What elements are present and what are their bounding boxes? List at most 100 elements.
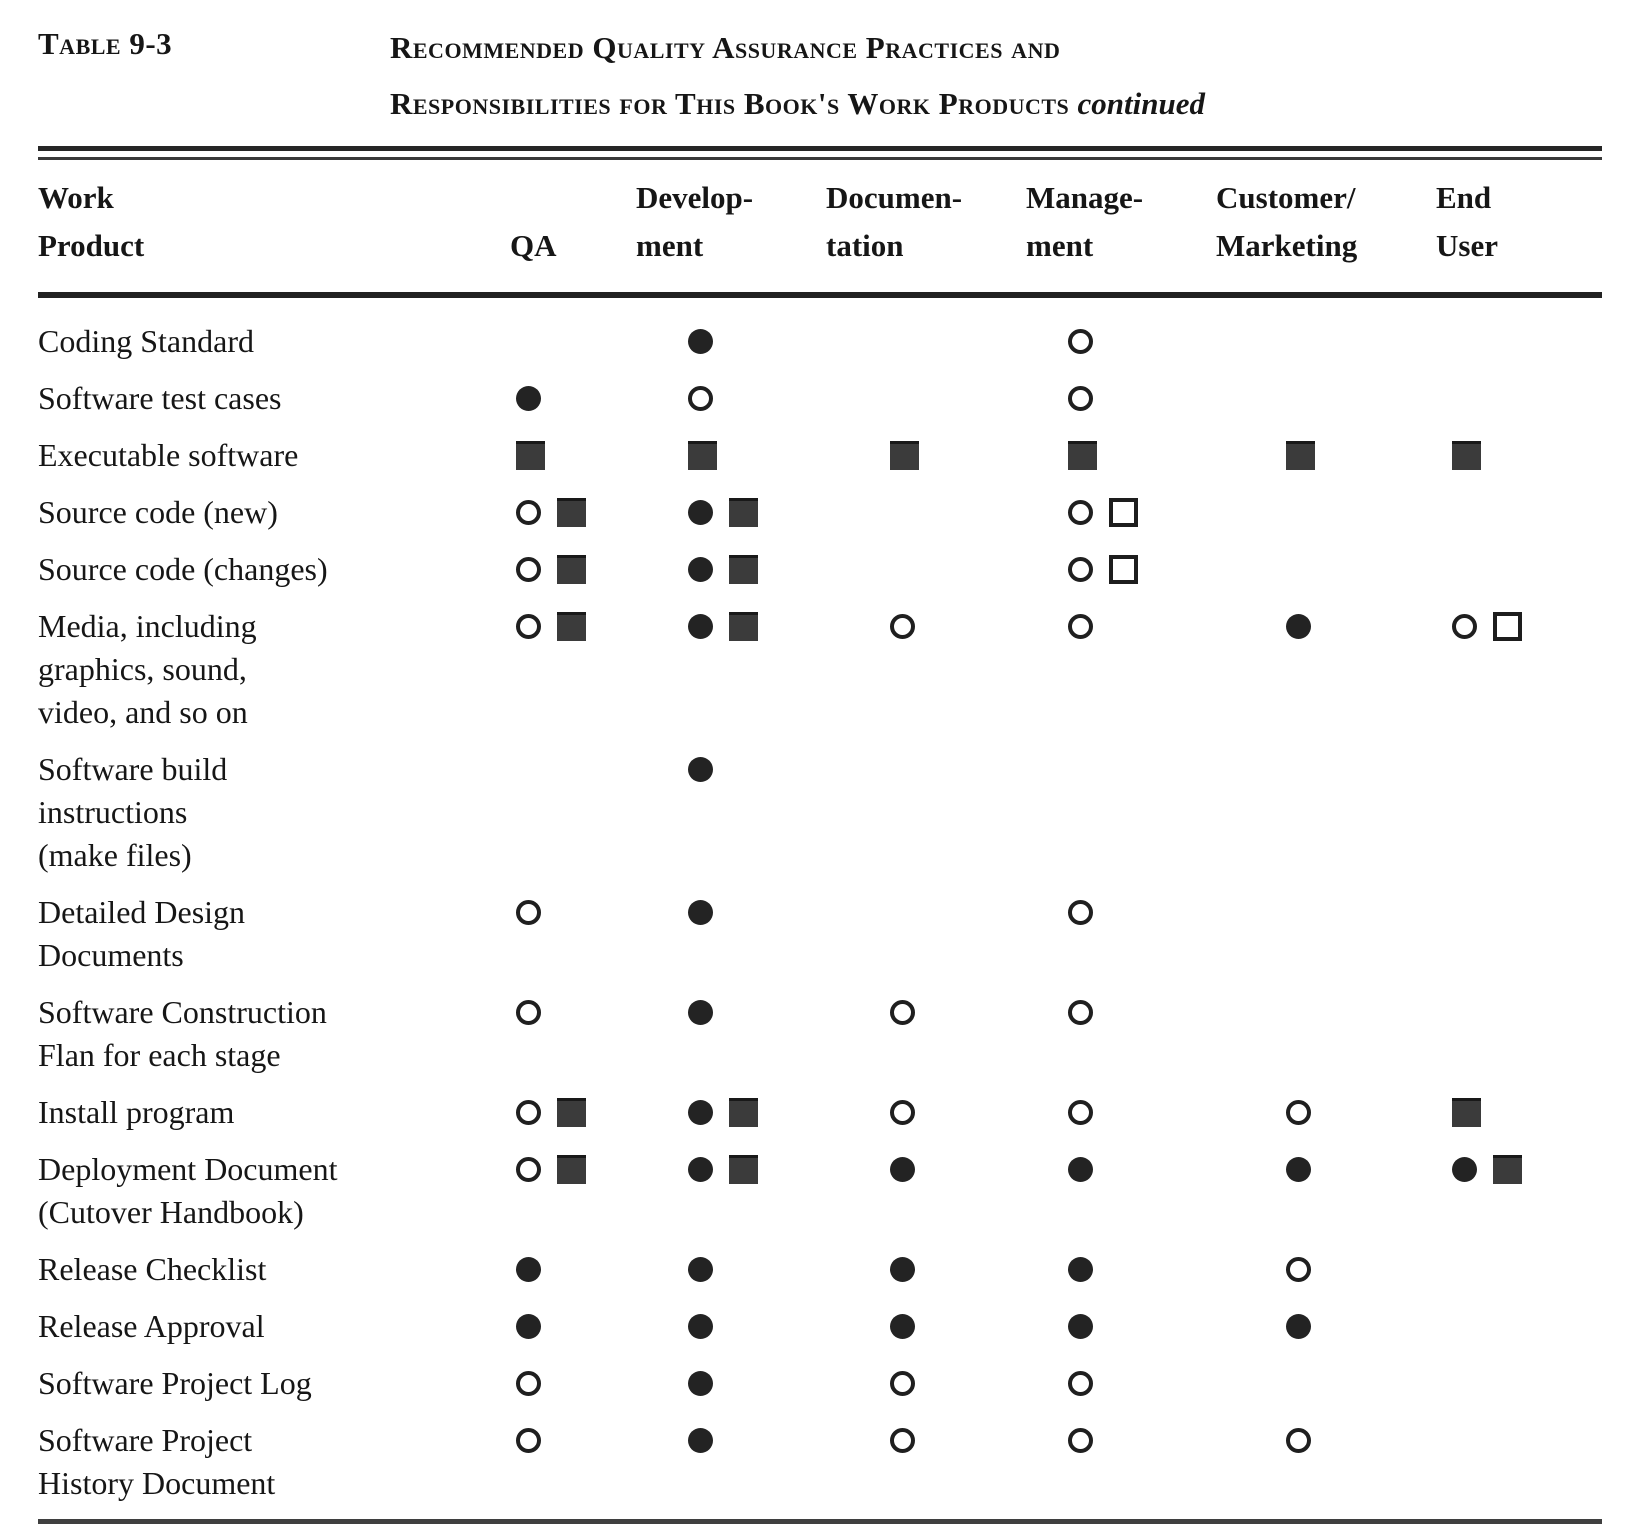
open-circle-icon [1286, 1428, 1311, 1453]
filled-circle-icon [688, 1157, 713, 1182]
filled-circle-icon [890, 1257, 915, 1282]
table-row: Media, including graphics, sound, video,… [38, 605, 1602, 734]
column-header-end-user: End User [1398, 174, 1602, 270]
responsibility-cell-customer-marketing [1198, 605, 1398, 734]
responsibility-cell-development [628, 548, 808, 591]
responsibility-cell-documentation [808, 891, 998, 977]
responsibility-cell-qa [478, 748, 628, 877]
open-circle-icon [1068, 1428, 1093, 1453]
table-body: Coding Standard Software test cases Execut… [38, 298, 1602, 1505]
responsibility-cell-qa [478, 491, 628, 534]
table-row: Deployment Document (Cutover Handbook) [38, 1148, 1602, 1234]
column-header-documentation: Documen- tation [808, 174, 998, 270]
responsibility-cell-qa [478, 1148, 628, 1234]
work-product-name: Install program [38, 1094, 235, 1130]
filled-square-icon [1068, 441, 1097, 470]
open-circle-icon [516, 557, 541, 582]
table-caption: Table 9-3 Recommended Quality Assurance … [38, 26, 1602, 132]
responsibility-cell-management [998, 1362, 1198, 1405]
responsibility-cell-development [628, 1248, 808, 1291]
column-header-customer-marketing: Customer/ Marketing [1198, 174, 1398, 270]
responsibility-cell-development [628, 1305, 808, 1348]
responsibility-cell-documentation [808, 1091, 998, 1134]
open-circle-icon [688, 386, 713, 411]
open-circle-icon [516, 1100, 541, 1125]
open-circle-icon [1068, 500, 1093, 525]
open-square-icon [1109, 498, 1138, 527]
responsibility-cell-management [998, 434, 1198, 477]
open-square-icon [1109, 555, 1138, 584]
table-title: Recommended Quality Assurance Practices … [390, 20, 1205, 132]
table-title-line2: Responsibilities for This Book's Work Pr… [390, 76, 1205, 132]
table-row: Software Project Log [38, 1362, 1602, 1405]
open-circle-icon [516, 1157, 541, 1182]
responsibility-cell-qa [478, 1419, 628, 1505]
table-title-line1: Recommended Quality Assurance Practices … [390, 30, 1061, 65]
work-product-name: Software test cases [38, 380, 282, 416]
work-product-name: Source code (new) [38, 494, 278, 530]
filled-square-icon [729, 612, 758, 641]
column-header-label: End User [1436, 180, 1498, 263]
open-circle-icon [890, 1000, 915, 1025]
filled-circle-icon [516, 1314, 541, 1339]
work-product-name: Source code (changes) [38, 551, 328, 587]
work-product-name: Executable software [38, 437, 299, 473]
open-circle-icon [890, 1428, 915, 1453]
responsibility-cell-development [628, 748, 808, 877]
filled-circle-icon [688, 1371, 713, 1396]
work-product-name: Software Construction Flan for each stag… [38, 994, 327, 1073]
open-circle-icon [1068, 329, 1093, 354]
filled-circle-icon [688, 329, 713, 354]
table-label: Table 9-3 [38, 26, 173, 61]
responsibility-cell-end-user [1398, 1091, 1602, 1134]
responsibility-cell-customer-marketing [1198, 1305, 1398, 1348]
open-circle-icon [516, 1428, 541, 1453]
responsibility-cell-development [628, 991, 808, 1077]
column-header-label: Develop- ment [636, 180, 754, 263]
responsibility-cell-documentation [808, 1305, 998, 1348]
responsibility-cell-development [628, 1362, 808, 1405]
table-row: Install program [38, 1091, 1602, 1134]
responsibility-cell-management [998, 377, 1198, 420]
bottom-rule [38, 1519, 1602, 1524]
responsibility-cell-management [998, 605, 1198, 734]
responsibility-cell-management [998, 548, 1198, 591]
open-square-icon [1493, 612, 1522, 641]
responsibility-cell-customer-marketing [1198, 434, 1398, 477]
filled-circle-icon [1286, 1314, 1311, 1339]
work-product-name: Detailed Design Documents [38, 894, 246, 973]
responsibility-cell-development [628, 605, 808, 734]
filled-square-icon [729, 498, 758, 527]
work-product-name: Media, including graphics, sound, video,… [38, 608, 257, 730]
open-circle-icon [516, 900, 541, 925]
responsibility-cell-customer-marketing [1198, 320, 1398, 363]
filled-square-icon [729, 1155, 758, 1184]
open-circle-icon [1068, 614, 1093, 639]
responsibility-cell-qa [478, 1248, 628, 1291]
responsibility-cell-customer-marketing [1198, 377, 1398, 420]
column-header-label: Manage- ment [1026, 180, 1144, 263]
filled-square-icon [1493, 1155, 1522, 1184]
responsibility-cell-end-user [1398, 434, 1602, 477]
open-circle-icon [890, 1371, 915, 1396]
table-row: Source code (changes) [38, 548, 1602, 591]
filled-square-icon [688, 441, 717, 470]
responsibility-cell-qa [478, 1362, 628, 1405]
responsibility-cell-qa [478, 605, 628, 734]
responsibility-cell-management [998, 1419, 1198, 1505]
filled-circle-icon [688, 557, 713, 582]
responsibility-cell-documentation [808, 1419, 998, 1505]
responsibility-cell-documentation [808, 1248, 998, 1291]
column-header-label: Work Product [38, 180, 145, 263]
responsibility-cell-development [628, 377, 808, 420]
responsibility-cell-end-user [1398, 1419, 1602, 1505]
responsibility-cell-development [628, 320, 808, 363]
work-product-name: Deployment Document (Cutover Handbook) [38, 1151, 338, 1230]
responsibility-cell-documentation [808, 548, 998, 591]
open-circle-icon [1452, 614, 1477, 639]
filled-square-icon [557, 555, 586, 584]
responsibility-cell-end-user [1398, 605, 1602, 734]
responsibility-cell-development [628, 434, 808, 477]
open-circle-icon [1068, 1000, 1093, 1025]
